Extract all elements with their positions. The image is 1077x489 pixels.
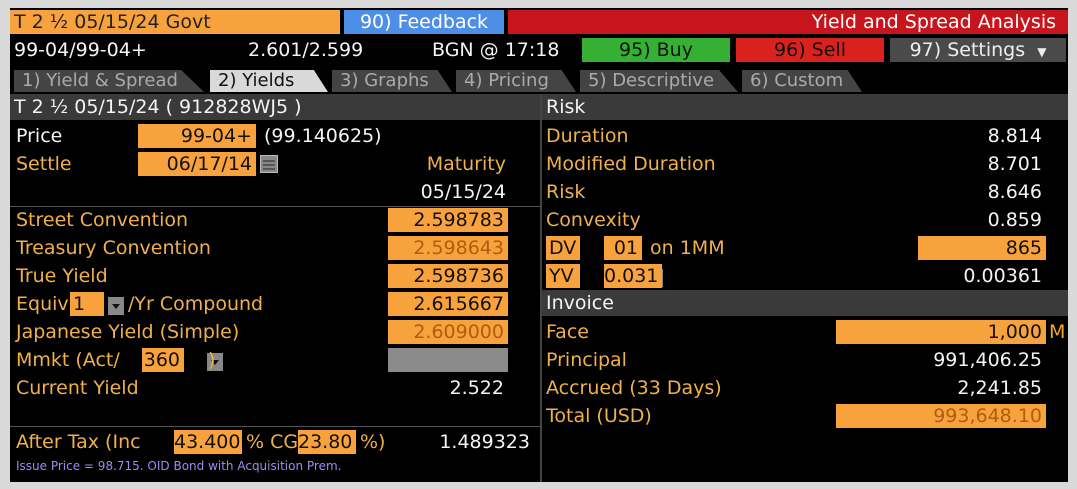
dv-basis-input[interactable]: 01 — [604, 236, 642, 260]
calendar-icon[interactable] — [260, 155, 278, 173]
convexity-label: Convexity — [546, 209, 641, 231]
mmkt-dropdown-icon[interactable] — [207, 352, 224, 371]
cg-label: % CG — [246, 431, 299, 453]
settle-date-input[interactable]: 06/17/14 — [138, 152, 256, 176]
mmkt-label: Mmkt (Act/ — [16, 349, 120, 371]
yield-range: 2.601/2.599 — [248, 39, 364, 61]
dv-selector[interactable]: DV — [546, 236, 580, 260]
principal-value: 991,406.25 — [933, 349, 1042, 371]
mmkt-close-paren: ) — [208, 349, 216, 371]
dv-value[interactable]: 865 — [918, 236, 1046, 260]
price-range: 99-04/99-04+ — [14, 39, 147, 61]
face-label: Face — [546, 321, 589, 343]
dv-suffix: on 1MM — [650, 237, 725, 259]
principal-label: Principal — [546, 349, 627, 371]
tab-descriptive[interactable]: 5) Descriptive — [580, 70, 738, 92]
tab-custom[interactable]: 6) Custom — [742, 70, 862, 92]
tab-pricing[interactable]: 4) Pricing — [456, 70, 576, 92]
duration-label: Duration — [546, 125, 629, 147]
bgn-time: BGN @ 17:18 — [432, 39, 560, 61]
equiv-frequency-input[interactable]: 1 — [70, 292, 104, 316]
security-identifier: T 2 ½ 05/15/24 ( 912828WJ5 ) — [14, 96, 302, 118]
mmkt-basis-input[interactable]: 360 — [142, 348, 184, 372]
risk-header: Risk — [546, 96, 586, 118]
risk-panel-header — [542, 94, 1068, 120]
yv-selector[interactable]: YV — [546, 264, 580, 288]
current-yield-value: 2.522 — [449, 377, 504, 399]
settle-label: Settle — [16, 153, 72, 175]
tab-yields[interactable]: 2) Yields — [210, 70, 328, 92]
total-label: Total (USD) — [546, 405, 652, 427]
mmkt-value-empty[interactable] — [388, 348, 508, 372]
equiv-compound-label: /Yr Compound — [128, 293, 264, 315]
yv-value: 0.00361 — [963, 265, 1042, 287]
after-tax-label: After Tax (Inc — [16, 431, 141, 453]
after-tax-close: %) — [360, 431, 386, 453]
equiv-dropdown-icon[interactable] — [108, 296, 124, 315]
true-yield-label: True Yield — [16, 265, 108, 287]
cg-tax-rate-input[interactable]: 23.80 — [298, 430, 356, 454]
true-yield-value[interactable]: 2.598736 — [388, 264, 508, 288]
left-divider — [10, 206, 540, 207]
equiv-yield-value[interactable]: 2.615667 — [388, 292, 508, 316]
maturity-date: 05/15/24 — [420, 181, 506, 203]
accrued-value: 2,241.85 — [957, 377, 1042, 399]
street-convention-label: Street Convention — [16, 209, 189, 231]
feedback-button[interactable]: 90) Feedback — [344, 10, 504, 34]
duration-value: 8.814 — [987, 125, 1042, 147]
maturity-label: Maturity — [426, 153, 506, 175]
yv-basis-input[interactable]: 0.031 — [604, 264, 662, 288]
page-title: Yield and Spread Analysis — [508, 10, 1068, 34]
panel-separator — [540, 94, 542, 482]
settings-button[interactable]: 97) Settings ▼ — [890, 38, 1066, 62]
terminal-window: T 2 ½ 05/15/24 Govt 90) Feedback Yield a… — [10, 8, 1068, 482]
issue-price-note: Issue Price = 98.715. OID Bond with Acqu… — [16, 459, 342, 473]
tab-graphs[interactable]: 3) Graphs — [332, 70, 452, 92]
street-convention-value[interactable]: 2.598783 — [388, 208, 508, 232]
convexity-value: 0.859 — [987, 209, 1042, 231]
accrued-label: Accrued (33 Days) — [546, 377, 722, 399]
japanese-yield-label: Japanese Yield (Simple) — [16, 321, 240, 343]
buy-button[interactable]: 95) Buy — [582, 38, 730, 62]
total-value[interactable]: 993,648.10 — [836, 404, 1046, 428]
settings-label: 97) Settings — [909, 39, 1026, 61]
japanese-yield-value[interactable]: 2.609000 — [388, 320, 508, 344]
price-decimal: (99.140625) — [264, 125, 382, 147]
modified-duration-label: Modified Duration — [546, 153, 716, 175]
tab-yield-spread[interactable]: 1) Yield & Spread — [14, 70, 204, 92]
settings-dropdown-icon: ▼ — [1037, 45, 1047, 59]
face-amount-input[interactable]: 1,000 — [836, 320, 1046, 344]
price-label: Price — [16, 125, 63, 147]
after-tax-yield-value: 1.489323 — [439, 431, 530, 453]
current-yield-label: Current Yield — [16, 377, 139, 399]
income-tax-rate-input[interactable]: 43.400 — [174, 430, 242, 454]
face-unit: M — [1049, 321, 1066, 343]
treasury-convention-label: Treasury Convention — [16, 237, 211, 259]
invoice-panel-header — [542, 290, 1068, 316]
risk-label: Risk — [546, 181, 586, 203]
after-tax-divider — [10, 426, 540, 427]
sell-button[interactable]: 96) Sell — [736, 38, 884, 62]
treasury-convention-value[interactable]: 2.598643 — [388, 236, 508, 260]
left-panel-header — [10, 94, 540, 120]
risk-value: 8.646 — [987, 181, 1042, 203]
modified-duration-value: 8.701 — [987, 153, 1042, 175]
security-ticker-field[interactable]: T 2 ½ 05/15/24 Govt — [10, 10, 340, 34]
invoice-header: Invoice — [546, 292, 614, 314]
equiv-label: Equiv — [16, 293, 69, 315]
price-input[interactable]: 99-04+ — [138, 124, 256, 148]
